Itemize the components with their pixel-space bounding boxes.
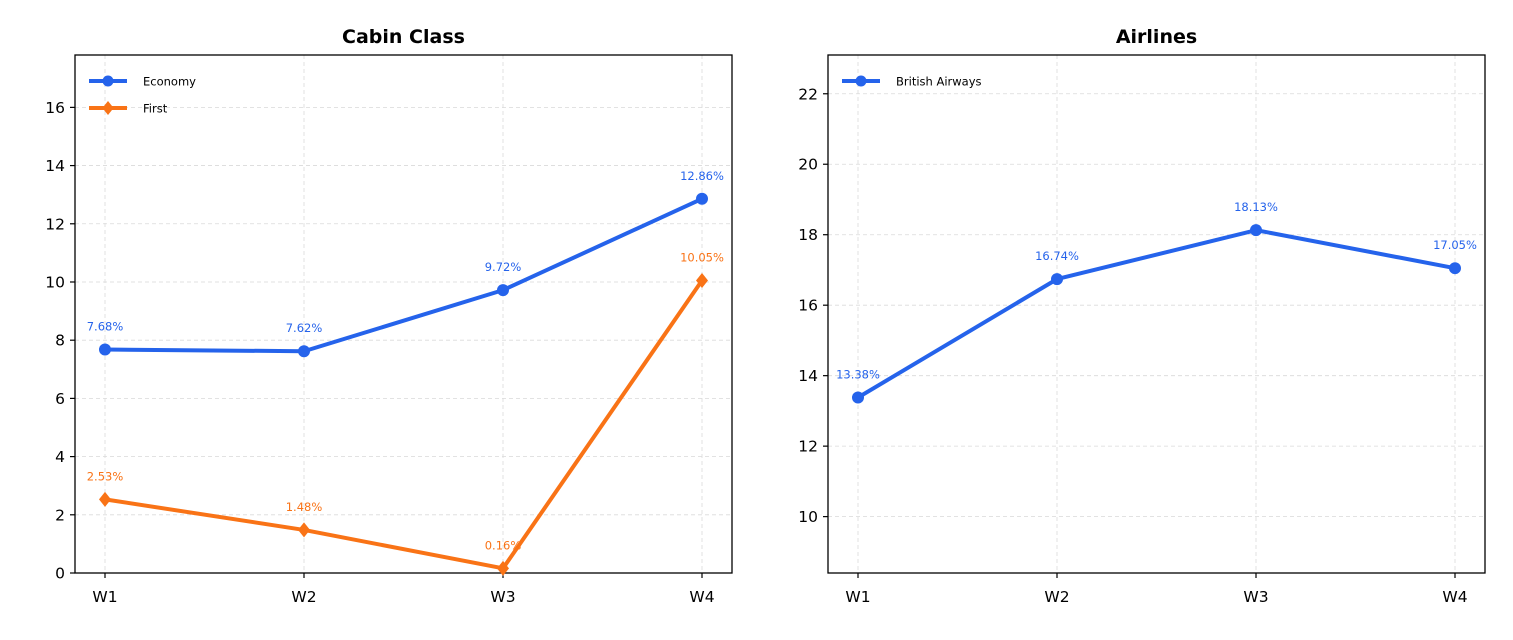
data-point — [99, 343, 111, 356]
grid — [828, 55, 1485, 573]
plot-frame — [827, 54, 1486, 574]
chart-title: Cabin Class — [342, 26, 465, 48]
data-label: 17.05% — [1433, 238, 1477, 252]
chart-title: Airlines — [1116, 26, 1197, 48]
legend-label: British Airways — [896, 75, 982, 89]
data-label: 12.86% — [680, 169, 724, 183]
y-tick-label: 10 — [45, 273, 65, 291]
y-tick-label: 6 — [55, 390, 65, 408]
x-tick-label: W1 — [845, 588, 870, 606]
data-point — [298, 522, 310, 538]
y-tick-label: 16 — [45, 99, 65, 117]
legend-marker — [102, 75, 114, 87]
series-line — [104, 196, 703, 354]
y-tick-label: 14 — [798, 367, 818, 385]
y-tick-label: 22 — [798, 85, 818, 103]
data-point — [99, 491, 111, 507]
data-label: 18.13% — [1234, 200, 1278, 214]
y-tick-label: 0 — [55, 565, 65, 583]
legend-label: First — [143, 102, 168, 116]
series-economy: 7.68% 7.62% 9.72% 12.86% — [87, 169, 724, 358]
data-label: 1.48% — [286, 500, 323, 514]
series-line — [104, 279, 704, 571]
data-label: 2.53% — [87, 469, 124, 483]
series-first: 2.53% 1.48% 0.16% 10.05% — [87, 251, 724, 576]
data-label: 7.68% — [87, 320, 124, 334]
x-tick-label: W1 — [92, 588, 117, 606]
legend-marker — [855, 75, 867, 87]
data-point — [1051, 273, 1063, 286]
y-tick-label: 12 — [798, 438, 818, 456]
y-tick-label: 12 — [45, 215, 65, 233]
legend: Economy First — [89, 75, 196, 116]
x-tick-label: W3 — [490, 588, 515, 606]
data-point — [1449, 262, 1461, 275]
data-point — [852, 391, 864, 404]
data-label: 7.62% — [286, 321, 323, 335]
data-point — [497, 560, 509, 576]
data-label: 13.38% — [836, 368, 880, 382]
data-point — [497, 284, 509, 297]
x-tick-label: W2 — [291, 588, 316, 606]
y-tick-label: 16 — [798, 297, 818, 315]
data-point — [696, 273, 708, 289]
plot-frame — [74, 54, 733, 574]
x-tick-label: W2 — [1044, 588, 1069, 606]
y-tick-label: 2 — [55, 506, 65, 524]
legend: British Airways — [842, 75, 982, 89]
legend-label: Economy — [143, 75, 196, 89]
y-tick-label: 10 — [798, 508, 818, 526]
data-label: 9.72% — [485, 260, 522, 274]
legend-marker — [102, 101, 114, 115]
y-tick-label: 18 — [798, 226, 818, 244]
data-label: 10.05% — [680, 251, 724, 265]
series-line — [856, 228, 1456, 400]
y-tick-label: 20 — [798, 156, 818, 174]
data-point — [696, 192, 708, 205]
x-tick-label: W4 — [1442, 588, 1467, 606]
data-label: 0.16% — [485, 538, 522, 552]
grid — [75, 55, 732, 574]
y-tick-label: 14 — [45, 157, 65, 175]
chart-panel-2: Airlines W1 W2 W3 W4 10 12 14 16 18 20 22 13.38% 16.7… — [798, 26, 1486, 606]
data-point — [1250, 224, 1262, 237]
x-tick-label: W4 — [689, 588, 714, 606]
data-point — [298, 345, 310, 358]
y-tick-label: 4 — [55, 448, 65, 466]
x-tick-label: W3 — [1243, 588, 1268, 606]
y-tick-label: 8 — [55, 332, 65, 350]
series-british-airways: 13.38% 16.74% 18.13% 17.05% — [836, 200, 1477, 404]
data-label: 16.74% — [1035, 249, 1079, 263]
